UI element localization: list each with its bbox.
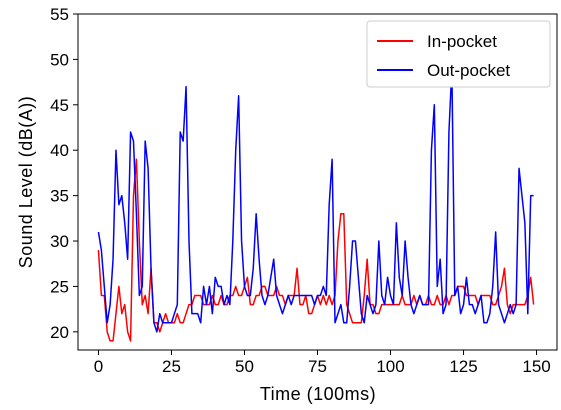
x-tick-label: 75: [308, 357, 327, 376]
series-line-out-pocket: [97, 67, 534, 333]
x-axis-title: Time (100ms): [260, 384, 376, 404]
axes: 0 25 50 75 100 125 150 20 25 30 35 40 45 50 55: [50, 5, 558, 376]
y-tick-label: 50: [50, 50, 69, 69]
y-tick-label: 35: [50, 187, 69, 206]
x-tick-label: 125: [449, 357, 477, 376]
y-tick-label: 30: [50, 232, 69, 251]
y-tick-label: 45: [50, 96, 69, 115]
series-line-in-pocket: [97, 158, 535, 342]
legend: In-pocket Out-pocket: [366, 20, 551, 88]
y-tick-label: 25: [50, 277, 69, 296]
y-axis-title: Sound Level (dB(A)): [16, 96, 36, 269]
x-tick-label: 25: [162, 357, 181, 376]
y-tick-label: 20: [50, 323, 69, 342]
plot-area: [97, 67, 535, 342]
legend-label-out-pocket: Out-pocket: [427, 61, 510, 80]
x-tick-label: 0: [94, 357, 103, 376]
x-tick-label: 50: [235, 357, 254, 376]
x-tick-label: 150: [522, 357, 550, 376]
legend-label-in-pocket: In-pocket: [427, 32, 497, 51]
x-tick-label: 100: [376, 357, 404, 376]
y-tick-label: 40: [50, 141, 69, 160]
y-tick-label: 55: [50, 5, 69, 24]
